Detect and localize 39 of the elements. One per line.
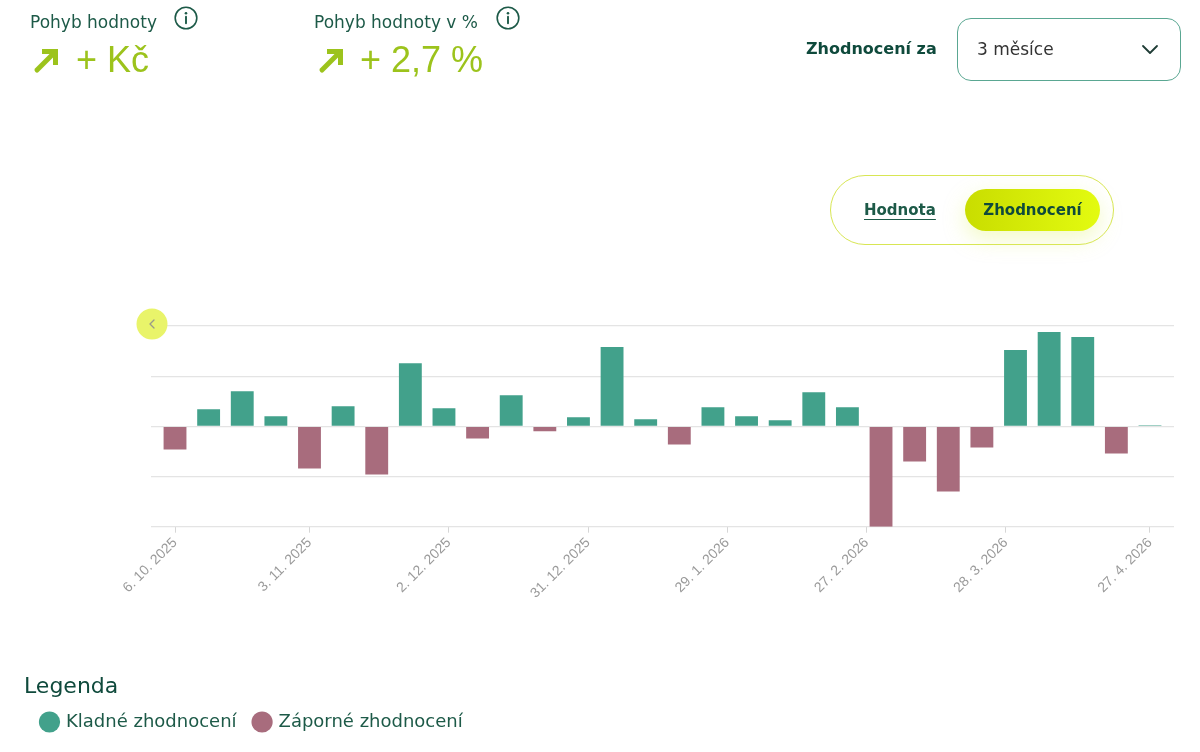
bar xyxy=(298,426,321,469)
bar xyxy=(903,426,927,462)
bar xyxy=(466,426,490,439)
bar xyxy=(331,406,355,426)
bar xyxy=(634,419,658,426)
text: + Kč xyxy=(76,39,150,80)
bar xyxy=(667,426,691,445)
legend-title: Legenda xyxy=(24,673,119,699)
bar xyxy=(600,347,624,426)
bar xyxy=(835,407,859,426)
bar xyxy=(230,391,254,426)
legend-label: Záporné zhodnocení xyxy=(278,709,464,731)
bar xyxy=(432,408,456,426)
bar xyxy=(1104,426,1128,454)
bar xyxy=(936,426,960,492)
selected-option: Zhodnocení xyxy=(965,189,1100,231)
bar xyxy=(1071,337,1095,426)
bar xyxy=(701,407,725,426)
bar xyxy=(398,363,422,426)
legend-label: Kladné zhodnocení xyxy=(66,709,238,731)
bar xyxy=(869,426,893,527)
bar xyxy=(499,395,523,426)
bar xyxy=(533,426,557,432)
bar xyxy=(163,426,187,450)
text: Pohyb hodnoty v % xyxy=(314,12,478,32)
text: + 2,7 % xyxy=(360,39,484,80)
bar xyxy=(264,416,288,426)
bar xyxy=(735,416,758,426)
bar xyxy=(1037,332,1061,426)
text: Pohyb hodnoty xyxy=(30,12,157,32)
text: Zhodnocení za xyxy=(806,39,937,59)
bar xyxy=(970,426,994,448)
bar xyxy=(768,420,792,426)
bar xyxy=(567,417,590,426)
bar xyxy=(197,409,221,426)
bar xyxy=(802,392,826,426)
dropdown: 3 měsíce xyxy=(957,18,1181,81)
bar xyxy=(1004,350,1027,426)
bar xyxy=(365,426,389,475)
